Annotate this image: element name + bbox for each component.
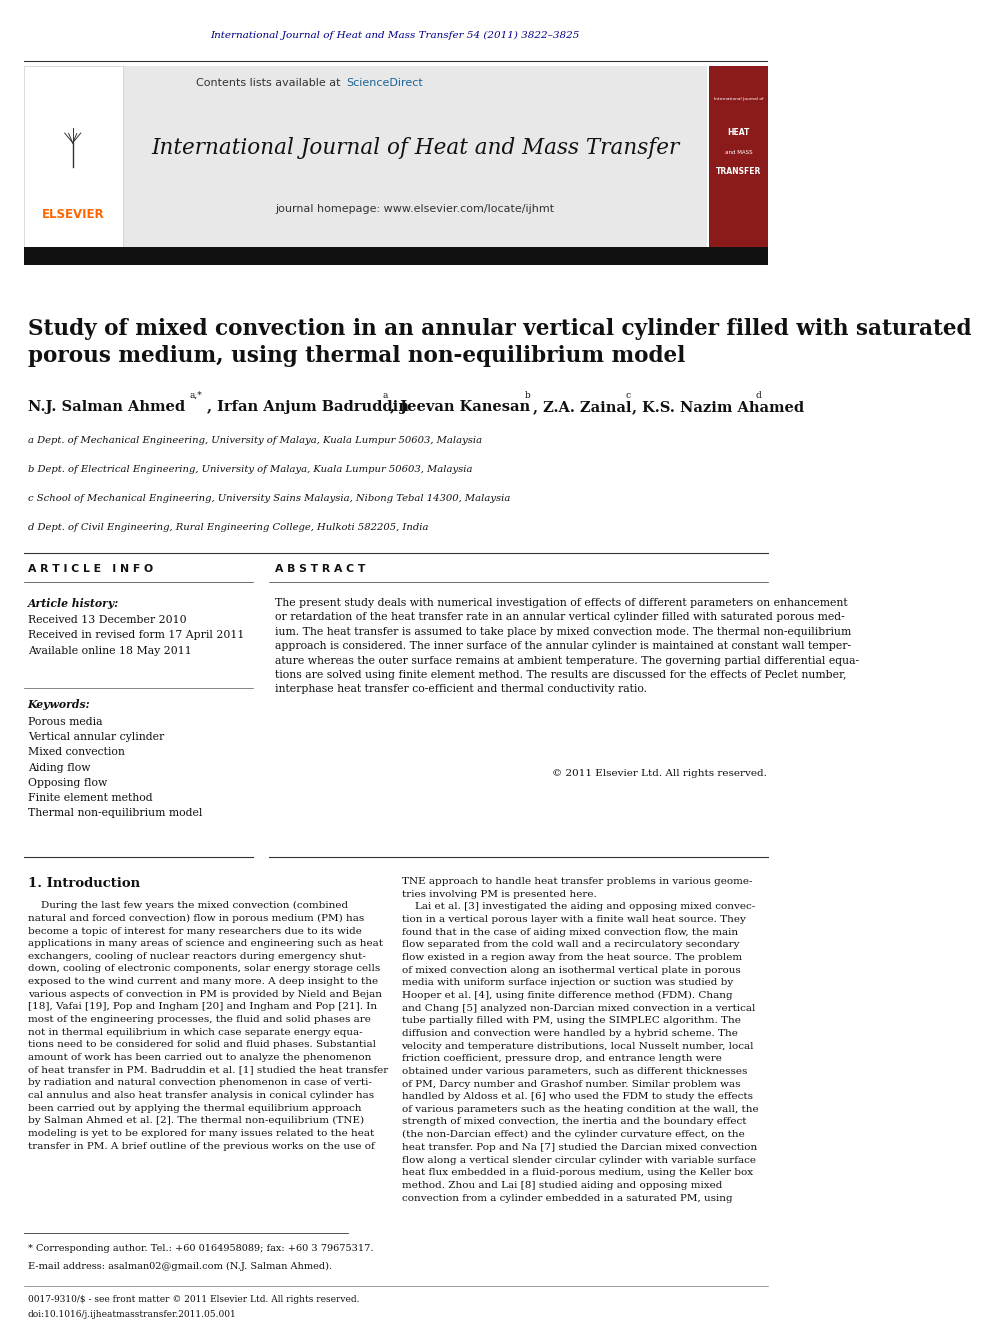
Text: International Journal of Heat and Mass Transfer: International Journal of Heat and Mass T…	[151, 138, 680, 159]
Text: Article history:: Article history:	[28, 598, 119, 609]
Text: , K.S. Nazim Ahamed: , K.S. Nazim Ahamed	[632, 401, 805, 414]
Text: b: b	[525, 392, 531, 400]
Text: , Jeevan Kanesan: , Jeevan Kanesan	[391, 401, 531, 414]
Text: Keywords:: Keywords:	[28, 699, 90, 709]
Text: a,*: a,*	[189, 392, 202, 400]
Text: ELSEVIER: ELSEVIER	[42, 208, 104, 221]
Text: , Irfan Anjum Badruddin: , Irfan Anjum Badruddin	[207, 401, 409, 414]
Text: Study of mixed convection in an annular vertical cylinder filled with saturated
: Study of mixed convection in an annular …	[28, 318, 971, 368]
Text: E-mail address: asalman02@gmail.com (N.J. Salman Ahmed).: E-mail address: asalman02@gmail.com (N.J…	[28, 1262, 331, 1271]
Text: b Dept. of Electrical Engineering, University of Malaya, Kuala Lumpur 50603, Mal: b Dept. of Electrical Engineering, Unive…	[28, 466, 472, 474]
Text: doi:10.1016/j.ijheatmasstransfer.2011.05.001: doi:10.1016/j.ijheatmasstransfer.2011.05…	[28, 1310, 236, 1319]
Text: A B S T R A C T: A B S T R A C T	[275, 564, 365, 574]
Text: TRANSFER: TRANSFER	[716, 168, 761, 176]
Text: Porous media
Vertical annular cylinder
Mixed convection
Aiding flow
Opposing flo: Porous media Vertical annular cylinder M…	[28, 717, 202, 818]
Text: c School of Mechanical Engineering, University Sains Malaysia, Nibong Tebal 1430: c School of Mechanical Engineering, Univ…	[28, 495, 510, 503]
Text: d: d	[756, 392, 762, 400]
Text: ScienceDirect: ScienceDirect	[346, 78, 423, 89]
FancyBboxPatch shape	[709, 66, 768, 249]
Text: International Journal of: International Journal of	[714, 97, 764, 102]
Text: 0017-9310/$ - see front matter © 2011 Elsevier Ltd. All rights reserved.: 0017-9310/$ - see front matter © 2011 El…	[28, 1295, 359, 1304]
Text: c: c	[625, 392, 630, 400]
FancyBboxPatch shape	[24, 66, 122, 249]
Text: TNE approach to handle heat transfer problems in various geome-
tries involving : TNE approach to handle heat transfer pro…	[402, 877, 758, 1203]
FancyBboxPatch shape	[24, 247, 768, 265]
Text: During the last few years the mixed convection (combined
natural and forced conv: During the last few years the mixed conv…	[28, 901, 388, 1151]
Text: d Dept. of Civil Engineering, Rural Engineering College, Hulkoti 582205, India: d Dept. of Civil Engineering, Rural Engi…	[28, 524, 429, 532]
Text: Contents lists available at: Contents lists available at	[195, 78, 344, 89]
Text: , Z.A. Zainal: , Z.A. Zainal	[533, 401, 631, 414]
Text: and MASS: and MASS	[725, 149, 753, 155]
Text: International Journal of Heat and Mass Transfer 54 (2011) 3822–3825: International Journal of Heat and Mass T…	[210, 32, 580, 40]
Text: HEAT: HEAT	[727, 128, 750, 136]
Text: © 2011 Elsevier Ltd. All rights reserved.: © 2011 Elsevier Ltd. All rights reserved…	[552, 770, 767, 778]
Text: a: a	[383, 392, 388, 400]
Text: journal homepage: www.elsevier.com/locate/ijhmt: journal homepage: www.elsevier.com/locat…	[276, 204, 555, 214]
Text: a Dept. of Mechanical Engineering, University of Malaya, Kuala Lumpur 50603, Mal: a Dept. of Mechanical Engineering, Unive…	[28, 437, 482, 445]
Text: 1. Introduction: 1. Introduction	[28, 877, 140, 890]
Text: A R T I C L E   I N F O: A R T I C L E I N F O	[28, 564, 153, 574]
Text: N.J. Salman Ahmed: N.J. Salman Ahmed	[28, 401, 185, 414]
FancyBboxPatch shape	[122, 66, 707, 249]
Text: Received 13 December 2010
Received in revised form 17 April 2011
Available onlin: Received 13 December 2010 Received in re…	[28, 615, 244, 656]
Text: * Corresponding author. Tel.: +60 0164958089; fax: +60 3 79675317.: * Corresponding author. Tel.: +60 016495…	[28, 1244, 373, 1253]
Text: The present study deals with numerical investigation of effects of different par: The present study deals with numerical i…	[275, 598, 859, 695]
